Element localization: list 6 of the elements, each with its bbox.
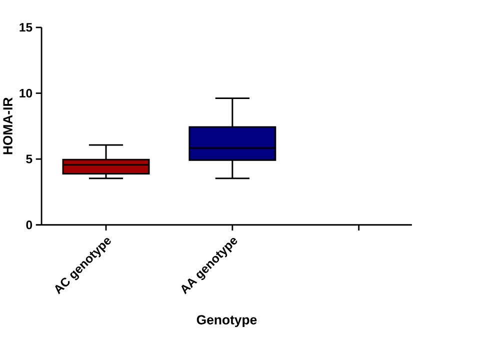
- y-tick-label: 5: [26, 154, 32, 164]
- x-axis-title: Genotype: [196, 315, 257, 328]
- y-tick-label: 10: [20, 88, 32, 98]
- y-tick-label: 0: [26, 220, 32, 230]
- y-axis-title: HOMA-IR: [3, 98, 12, 154]
- y-tick-label: 15: [20, 23, 32, 32]
